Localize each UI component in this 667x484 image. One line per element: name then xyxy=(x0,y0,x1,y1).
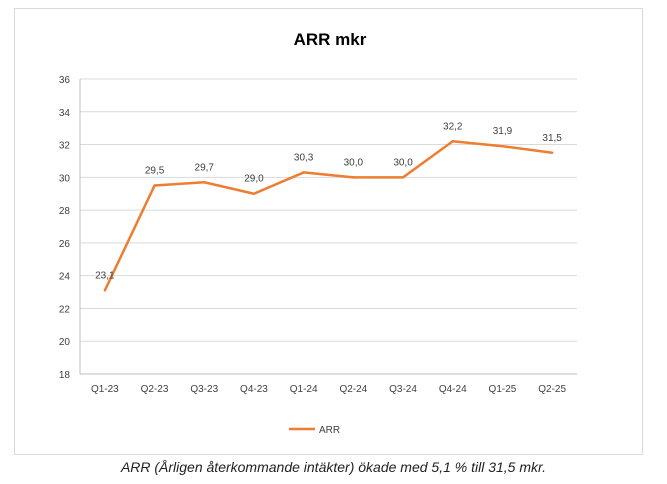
x-tick-label: Q1-25 xyxy=(489,384,517,395)
data-point xyxy=(302,171,305,174)
data-label: 31,9 xyxy=(493,126,513,137)
data-label: 30,0 xyxy=(393,157,413,168)
y-tick-label: 28 xyxy=(59,206,71,217)
data-labels: 23,1 29,5 29,7 29,0 30,3 30,0 30,0 32,2 31,9 31,5 xyxy=(95,121,562,281)
data-point xyxy=(203,181,206,184)
legend-label: ARR xyxy=(319,425,340,436)
y-axis-ticks: 18 20 22 24 26 28 30 32 34 36 xyxy=(59,75,71,381)
data-label: 31,5 xyxy=(542,133,562,144)
data-label: 29,0 xyxy=(244,174,264,185)
x-tick-label: Q1-23 xyxy=(91,384,119,395)
x-tick-label: Q2-25 xyxy=(538,384,566,395)
x-tick-label: Q4-24 xyxy=(439,384,467,395)
y-tick-label: 30 xyxy=(59,173,71,184)
x-tick-label: Q2-24 xyxy=(339,384,367,395)
data-label: 29,5 xyxy=(145,166,165,177)
data-label: 32,2 xyxy=(443,121,463,132)
x-tick-label: Q3-23 xyxy=(190,384,218,395)
data-point xyxy=(401,176,405,179)
y-tick-label: 26 xyxy=(59,239,71,250)
y-tick-label: 32 xyxy=(59,141,71,152)
data-point xyxy=(501,144,504,148)
x-tick-label: Q2-23 xyxy=(141,384,169,395)
series-layer xyxy=(103,140,554,292)
y-tick-label: 22 xyxy=(59,304,71,315)
legend: ARR xyxy=(289,425,340,436)
data-label: 30,3 xyxy=(294,152,314,163)
x-tick-label: Q1-24 xyxy=(290,384,318,395)
data-point xyxy=(550,151,554,154)
y-tick-label: 34 xyxy=(59,108,71,119)
data-point xyxy=(352,176,355,179)
x-tick-label: Q3-24 xyxy=(389,384,417,395)
gridlines xyxy=(79,78,577,375)
x-tick-label: Q4-23 xyxy=(240,384,268,395)
data-point xyxy=(451,140,454,143)
data-label: 30,0 xyxy=(344,157,364,168)
data-label: 23,1 xyxy=(95,270,115,281)
y-tick-label: 20 xyxy=(59,337,71,348)
data-point xyxy=(252,192,256,195)
y-tick-label: 24 xyxy=(59,272,71,283)
data-point xyxy=(153,184,156,187)
chart-caption: ARR (Årligen återkommande intäkter) ökad… xyxy=(120,459,547,475)
chart-title: ARR mkr xyxy=(294,30,367,49)
data-point xyxy=(103,289,107,292)
data-label: 29,7 xyxy=(195,162,215,173)
y-tick-label: 36 xyxy=(59,75,71,86)
series-line xyxy=(103,140,553,291)
x-axis-ticks: Q1-23 Q2-23 Q3-23 Q4-23 Q1-24 Q2-24 Q3-24 Q4-24… xyxy=(91,384,567,395)
chart-frame xyxy=(14,8,643,455)
y-tick-label: 18 xyxy=(59,370,71,381)
